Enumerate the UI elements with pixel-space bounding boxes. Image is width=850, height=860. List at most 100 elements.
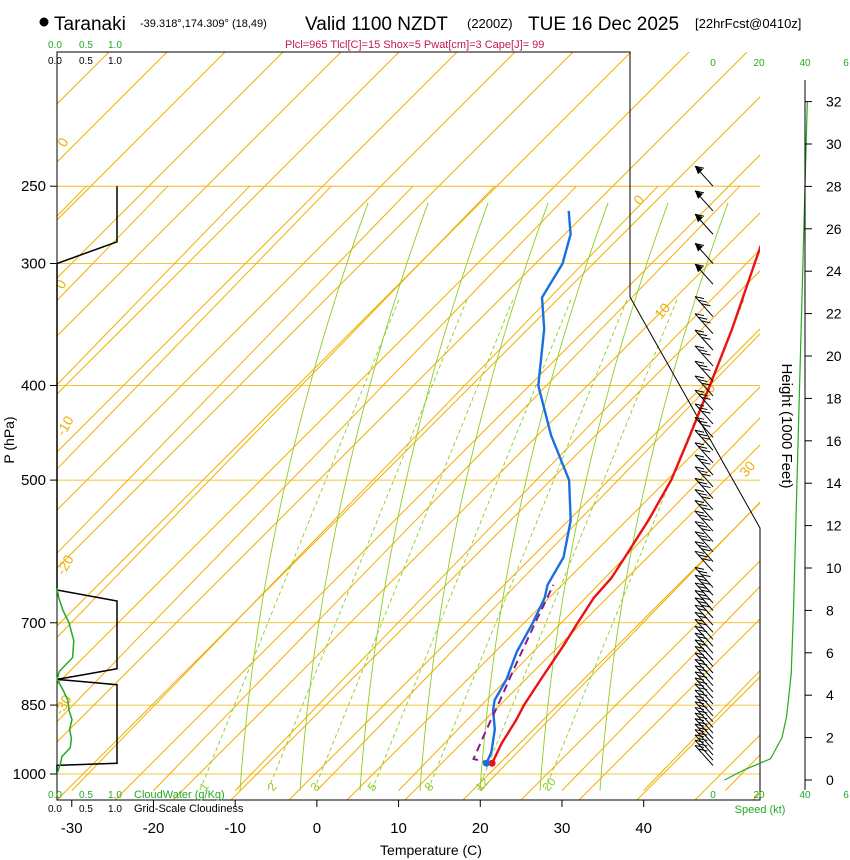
wind-barb [694, 566, 714, 588]
isotherm-label: 0 [52, 277, 70, 292]
mixing-ratio-line [427, 296, 629, 791]
isotherm-line [57, 185, 414, 554]
speed-top-tick-3: 6 [843, 58, 849, 69]
cloud-bottom-tick-2-green: 1.0 [108, 790, 122, 801]
forecast-date: TUE 16 Dec 2025 [528, 14, 679, 35]
mixing-ratio-label: 5 [365, 780, 380, 794]
mixing-ratio-label: 12 [473, 774, 493, 793]
cloud-bottom-tick-0-green: 0.0 [48, 790, 62, 801]
dry-adiabat-line [57, 52, 574, 569]
moist-adiabat-line [299, 202, 429, 791]
temperature-tick-label: -30 [61, 820, 83, 837]
wind-barb [694, 574, 714, 596]
dry-adiabat-line [57, 52, 342, 337]
parcel-line [472, 584, 555, 765]
pressure-tick-label: 400 [21, 377, 46, 394]
cloud-top-tick-2-green: 1.0 [108, 40, 122, 51]
pressure-tick-label: 300 [21, 256, 46, 273]
isotherm-line [57, 185, 250, 386]
wind-barb [694, 190, 714, 212]
height-tick-label: 4 [826, 687, 834, 703]
height-tick-label: 26 [826, 221, 842, 237]
height-tick-label: 10 [826, 560, 842, 576]
wind-barb [694, 429, 714, 451]
location-dot-icon [39, 17, 49, 27]
wind-barb [694, 454, 714, 476]
wind-barb [694, 550, 714, 572]
isotherm-line [0, 186, 4, 790]
pressure-tick-label: 1000 [13, 766, 46, 783]
wind-barb [694, 744, 714, 766]
dry-adiabat-line [57, 52, 168, 163]
forecast-info: [22hrFcst@0410z] [695, 16, 801, 31]
wind-barb [694, 243, 714, 264]
temperature-tick-label: 0 [313, 820, 321, 837]
wind-barb [694, 712, 714, 734]
dry-adiabat-line [0, 0, 45, 800]
surface-dewpoint-marker [482, 759, 490, 767]
height-tick-label: 32 [826, 94, 842, 110]
speed-top-tick-0: 0 [710, 58, 716, 69]
wind-speed-line [724, 101, 808, 781]
dewpoint-line [485, 210, 572, 764]
dry-adiabat-line [57, 52, 284, 279]
cloudiness-line [56, 186, 118, 774]
cloud-top-tick-0: 0.0 [48, 56, 62, 67]
temperature-tick-label: 20 [472, 820, 489, 837]
wind-barb [694, 313, 714, 335]
cloud-bottom-tick-2: 1.0 [108, 804, 122, 815]
dry-adiabat-line [462, 502, 760, 800]
wind-barb [694, 510, 714, 532]
mixing-ratio-label: 2 [265, 780, 280, 794]
wind-barb [694, 734, 714, 756]
mixing-ratio-label: 8 [422, 780, 437, 794]
cloud-top-tick-1-green: 0.5 [79, 40, 93, 51]
dry-adiabat-line [346, 386, 760, 800]
wind-barb [694, 582, 714, 604]
height-axis-label: Height (1000 Feet) [778, 363, 795, 488]
height-tick-label: 18 [826, 390, 842, 406]
moist-adiabat-line [239, 202, 369, 791]
wind-barb [694, 723, 714, 745]
temperature-tick-label: 10 [390, 820, 407, 837]
pressure-axis-label: P (hPa) [1, 416, 17, 463]
height-tick-label: 6 [826, 645, 834, 661]
wind-barb [694, 597, 714, 619]
pressure-tick-label: 850 [21, 697, 46, 714]
mixing-ratio-line [267, 296, 469, 791]
speed-top-tick-1: 20 [753, 58, 765, 69]
moist-adiabat-line [359, 202, 489, 791]
mixing-ratio-line [313, 296, 515, 791]
moist-adiabat-line [599, 202, 729, 791]
isotherm-label: 0 [54, 135, 72, 150]
height-tick-label: 12 [826, 518, 842, 534]
isotherm-line [643, 669, 760, 791]
header: Taranaki -39.318°,174.309° (18,49) Valid… [39, 14, 801, 51]
dry-adiabat-line [57, 52, 458, 453]
temperature-tick-label: 40 [635, 820, 652, 837]
cloud-top-tick-1: 0.5 [79, 56, 93, 67]
speed-axis-label: Speed (kt) [735, 804, 786, 816]
wind-barb [694, 375, 714, 397]
wind-barb [694, 416, 714, 438]
surface-temperature-marker [488, 759, 496, 767]
cloud-bottom-tick-1: 0.5 [79, 804, 93, 815]
wind-barb [694, 477, 714, 499]
wind-barb [694, 531, 714, 553]
wind-barb [694, 701, 714, 723]
speed-bottom-tick-0: 0 [710, 790, 716, 801]
wind-barb [694, 521, 714, 542]
speed-bottom-tick-2: 40 [799, 790, 811, 801]
height-tick-label: 0 [826, 772, 834, 788]
height-tick-label: 16 [826, 433, 842, 449]
utc-time: (2200Z) [467, 16, 513, 31]
wind-barb [694, 403, 714, 425]
height-tick-label: 20 [826, 348, 842, 364]
wind-barb [694, 729, 714, 750]
wind-barb [694, 213, 714, 235]
location-title: Taranaki [54, 14, 126, 35]
height-tick-label: 24 [826, 263, 842, 279]
plot-frame [56, 51, 761, 801]
isotherm-line [398, 417, 760, 791]
